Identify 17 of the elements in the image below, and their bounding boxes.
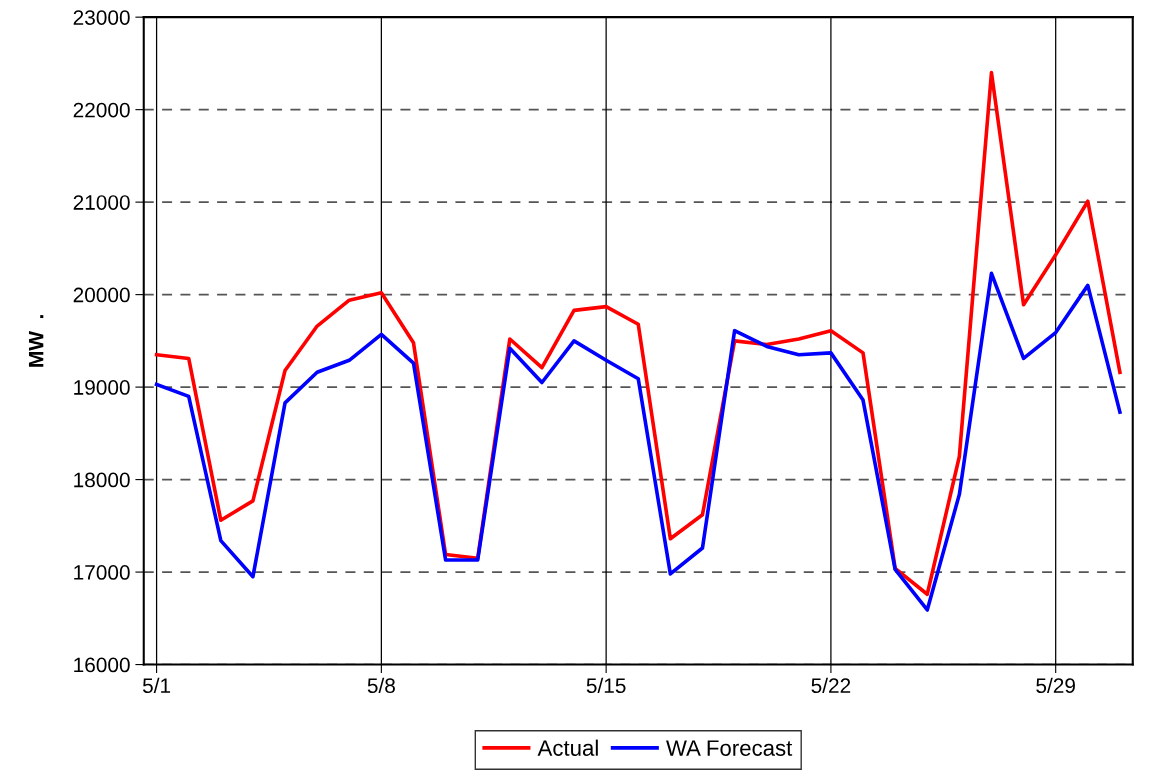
- x-tick-label: 5/1: [142, 677, 171, 694]
- legend-label: WA Forecast: [666, 740, 793, 756]
- y-axis-title: MW .: [28, 315, 44, 367]
- line-series: [154, 271, 1122, 612]
- x-tick-label: 5/8: [367, 677, 395, 694]
- legend-label: Actual: [537, 739, 598, 756]
- y-tick-label: 16000: [74, 657, 130, 673]
- y-tick-label: 22000: [73, 102, 130, 118]
- y-tick-label: 18000: [74, 472, 130, 488]
- y-tick-label: 17000: [74, 565, 130, 580]
- y-tick-label: 21000: [73, 195, 130, 210]
- x-tick-label: 5/22: [811, 677, 851, 694]
- y-tick-label: 19000: [74, 380, 130, 395]
- x-tick-label: 5/29: [1036, 677, 1075, 694]
- y-tick-label: 20000: [73, 287, 130, 303]
- y-tick-label: 23000: [73, 10, 130, 25]
- x-tick-label: 5/15: [586, 677, 626, 694]
